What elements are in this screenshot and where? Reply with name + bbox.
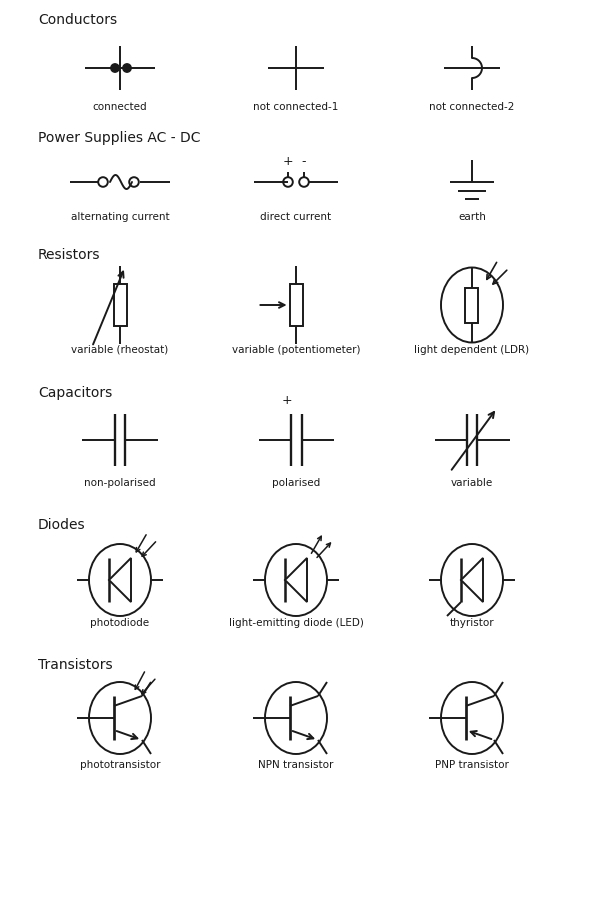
Text: Power Supplies AC - DC: Power Supplies AC - DC (38, 131, 201, 145)
Text: Transistors: Transistors (38, 658, 112, 672)
Text: not connected-1: not connected-1 (253, 102, 339, 112)
Text: direct current: direct current (260, 212, 332, 222)
Polygon shape (285, 558, 307, 602)
Text: non-polarised: non-polarised (84, 478, 156, 488)
Text: variable (rheostat): variable (rheostat) (72, 345, 169, 355)
Bar (465, 287, 478, 322)
Circle shape (111, 64, 119, 72)
Text: polarised: polarised (272, 478, 320, 488)
Text: earth: earth (458, 212, 486, 222)
Text: photodiode: photodiode (91, 618, 150, 628)
Text: connected: connected (93, 102, 147, 112)
Text: light-emitting diode (LED): light-emitting diode (LED) (229, 618, 363, 628)
Text: -: - (302, 155, 306, 168)
Text: alternating current: alternating current (70, 212, 169, 222)
Text: Capacitors: Capacitors (38, 386, 112, 400)
Text: thyristor: thyristor (450, 618, 494, 628)
Text: Conductors: Conductors (38, 13, 117, 27)
Text: variable (potentiometer): variable (potentiometer) (231, 345, 361, 355)
Text: not connected-2: not connected-2 (429, 102, 514, 112)
Bar (289, 284, 303, 326)
Text: PNP transistor: PNP transistor (435, 760, 509, 770)
Polygon shape (461, 558, 483, 602)
Text: variable: variable (451, 478, 493, 488)
Text: +: + (283, 155, 293, 168)
Text: phototransistor: phototransistor (80, 760, 160, 770)
Text: light dependent (LDR): light dependent (LDR) (414, 345, 530, 355)
Text: Resistors: Resistors (38, 248, 101, 262)
Text: +: + (281, 394, 292, 407)
Text: Diodes: Diodes (38, 518, 86, 532)
Circle shape (123, 64, 131, 72)
Bar (114, 284, 127, 326)
Text: NPN transistor: NPN transistor (258, 760, 334, 770)
Polygon shape (109, 558, 131, 602)
